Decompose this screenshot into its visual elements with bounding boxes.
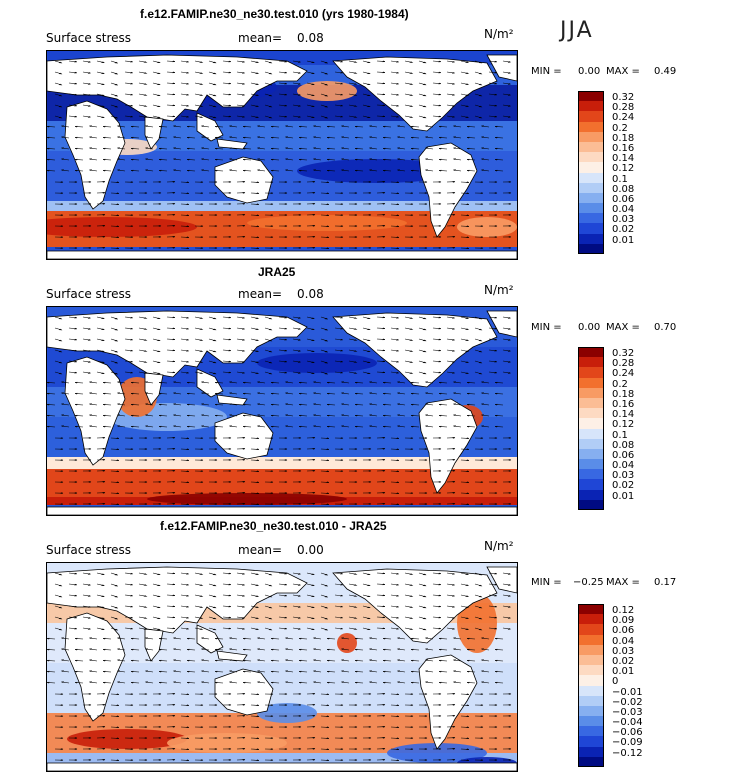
panel-1-min-label: MIN = <box>531 66 562 77</box>
panel-3-units: N/m² <box>484 539 514 553</box>
colorbar-level-label: 0.1 <box>612 173 628 185</box>
panel-2-min-value: 0.00 <box>578 322 601 333</box>
colorbar-level-label: 0.24 <box>612 112 635 124</box>
colorbar-level-label: 0 <box>612 676 619 688</box>
panel-3-max-value: 0.17 <box>654 577 677 588</box>
panel-3-min-label: MIN = <box>531 577 562 588</box>
panel-3-max-label: MAX = <box>606 577 640 588</box>
colorbar-level-label: 0.03 <box>612 645 635 657</box>
panel-3-mean-label: mean= <box>238 543 283 557</box>
panel-2-max-value: 0.70 <box>654 322 677 333</box>
colorbar-level-label: −0.09 <box>612 737 643 749</box>
colorbar-level-label: −0.02 <box>612 696 643 708</box>
colorbar-level-label: 0.02 <box>612 224 635 236</box>
colorbar-level-label: 0.1 <box>612 429 628 441</box>
colorbar-level-label: 0.01 <box>612 234 635 246</box>
panel-2-min-label: MIN = <box>531 322 562 333</box>
colorbar-level-label: 0.16 <box>612 142 635 154</box>
colorbar-level-label: 0.18 <box>612 388 635 400</box>
colorbar-level-label: −0.04 <box>612 717 643 729</box>
colorbar-level-label: −0.06 <box>612 727 643 739</box>
panel-3-field <box>47 563 517 771</box>
panel-3-variable-label: Surface stress <box>46 543 132 557</box>
colorbar-level-label: 0.14 <box>612 153 635 165</box>
colorbar-level-label: 0.02 <box>612 655 635 667</box>
colorbar-level-label: 0.08 <box>612 439 635 451</box>
colorbar-level-label: 0.12 <box>612 163 635 175</box>
colorbar-level-label: 0.18 <box>612 132 635 144</box>
colorbar-level-label: 0.03 <box>612 214 635 226</box>
panel-2-title: JRA25 <box>258 265 296 279</box>
colorbar-level-label: 0.03 <box>612 470 635 482</box>
colorbar-level-label: 0.28 <box>612 102 635 114</box>
colorbar-level-label: 0.28 <box>612 358 635 370</box>
colorbar-level-label: 0.04 <box>612 635 635 647</box>
panel-2-mean-label: mean= <box>238 287 283 301</box>
panel-1-max-label: MAX = <box>606 66 640 77</box>
colorbar-level-label: 0.32 <box>612 348 635 359</box>
colorbar-level-label: 0.12 <box>612 605 635 616</box>
panel-1-field <box>47 51 517 259</box>
panel-3-map <box>46 562 518 772</box>
panel-3-min-value: −0.25 <box>573 577 604 588</box>
panel-1-variable-label: Surface stress <box>46 31 132 45</box>
panel-3-title: f.e12.FAMIP.ne30_ne30.test.010 - JRA25 <box>160 519 387 533</box>
colorbar-level-label: 0.09 <box>612 615 635 627</box>
colorbar-level-label: 0.02 <box>612 480 635 492</box>
season-label: JJA <box>560 18 594 43</box>
colorbar-level-label: 0.01 <box>612 490 635 502</box>
colorbar-level-label: 0.2 <box>612 122 628 134</box>
colorbar-level-label: 0.04 <box>612 460 635 472</box>
colorbar-level-label: −0.12 <box>612 747 643 759</box>
colorbar-level-label: 0.01 <box>612 666 635 678</box>
colorbar-level-label: 0.14 <box>612 409 635 421</box>
panel-2-map <box>46 306 518 516</box>
colorbar-level-label: −0.03 <box>612 706 643 718</box>
panel-2-mean-value: 0.08 <box>297 287 324 301</box>
panel-1-min-value: 0.00 <box>578 66 601 77</box>
colorbar-level-label: 0.08 <box>612 183 635 195</box>
panel-2-units: N/m² <box>484 283 514 297</box>
colorbar-level-label: 0.06 <box>612 449 635 461</box>
panel-1-map <box>46 50 518 260</box>
panel-1-title: f.e12.FAMIP.ne30_ne30.test.010 (yrs 1980… <box>140 7 409 21</box>
panel-1-mean-label: mean= <box>238 31 283 45</box>
panel-1-max-value: 0.49 <box>654 66 677 77</box>
colorbar-level-label: 0.06 <box>612 193 635 205</box>
colorbar-level-label: 0.06 <box>612 625 635 637</box>
colorbar-level-label: 0.04 <box>612 204 635 216</box>
colorbar-level-label: 0.32 <box>612 92 635 103</box>
panel-1-units: N/m² <box>484 27 514 41</box>
panel-2-variable-label: Surface stress <box>46 287 132 301</box>
colorbar-level-label: 0.16 <box>612 398 635 410</box>
panel-2-field <box>47 307 517 515</box>
panel-3-mean-value: 0.00 <box>297 543 324 557</box>
panel-1-mean-value: 0.08 <box>297 31 324 45</box>
colorbar-level-label: 0.2 <box>612 378 628 390</box>
panel-2-max-label: MAX = <box>606 322 640 333</box>
colorbar-level-label: 0.24 <box>612 368 635 380</box>
colorbar-level-label: 0.12 <box>612 419 635 431</box>
colorbar-level-label: −0.01 <box>612 686 643 698</box>
